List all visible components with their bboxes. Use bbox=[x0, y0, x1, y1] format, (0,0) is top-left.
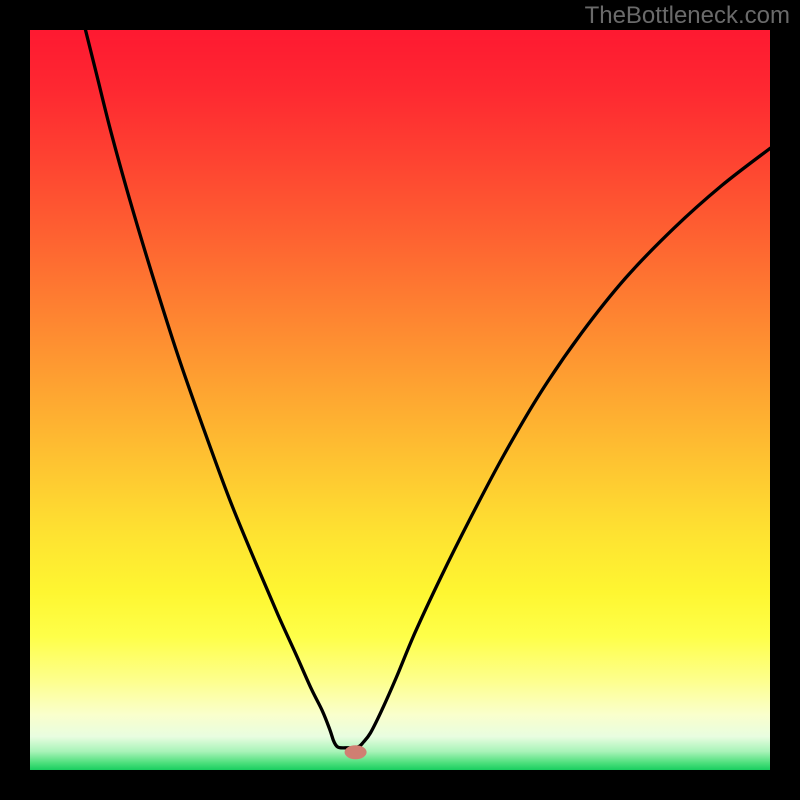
gradient-background bbox=[30, 30, 770, 770]
bottleneck-curve-plot bbox=[0, 0, 800, 800]
chart-stage: TheBottleneck.com bbox=[0, 0, 800, 800]
optimal-point-marker bbox=[345, 745, 367, 759]
